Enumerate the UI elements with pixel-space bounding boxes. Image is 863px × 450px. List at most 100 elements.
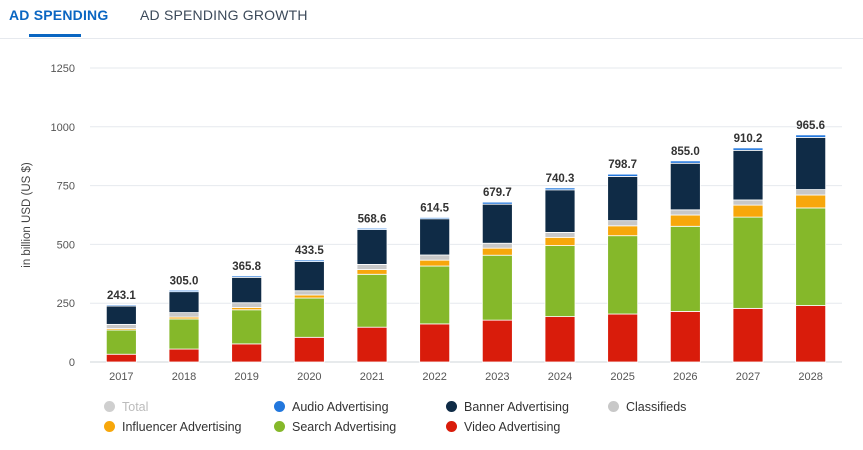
bar-segment-video-advertising (732, 307, 764, 363)
bar-segment-search-advertising (293, 297, 325, 338)
legend-item-classifieds[interactable]: Classifieds (608, 400, 686, 414)
x-tick-label: 2017 (109, 371, 133, 383)
bar-segment-classifieds (544, 232, 576, 238)
legend-dot (274, 401, 285, 412)
total-label: 614.5 (420, 202, 449, 214)
bar-segment-banner-advertising (669, 162, 701, 211)
bar-segment-banner-advertising (481, 203, 513, 244)
legend-item-banner-advertising[interactable]: Banner Advertising (446, 400, 569, 414)
legend-dot (104, 421, 115, 432)
bar-segment-video-advertising (231, 343, 263, 363)
bar-segment-search-advertising (168, 318, 200, 350)
legend-dot (274, 421, 285, 432)
bar-segment-classifieds (795, 189, 827, 196)
x-axis-ticks: 2017 2018 2019 2020 2021 2022 2023 2024 2025 2026… (109, 371, 823, 383)
bar-segment-search-advertising (481, 254, 513, 321)
bar-segment-banner-advertising (105, 305, 137, 325)
legend-label: Influencer Advertising (122, 420, 242, 434)
bar-segment-search-advertising (669, 225, 701, 312)
legend-label: Classifieds (626, 400, 687, 414)
bar-segment-video-advertising (105, 353, 137, 363)
bar-segment-video-advertising (607, 313, 639, 363)
y-tick-label: 500 (57, 239, 75, 251)
bar-segment-classifieds (168, 312, 200, 318)
x-tick-label: 2026 (673, 371, 697, 383)
bar-segment-audio-advertising (669, 160, 701, 164)
legend-item-influencer-advertising[interactable]: Influencer Advertising (104, 420, 242, 434)
bar-segment-influencer-advertising (607, 225, 639, 237)
legend-label: Total (122, 400, 149, 414)
bar-segment-video-advertising (293, 336, 325, 363)
bar-segment-video-advertising (544, 316, 576, 363)
total-label: 243.1 (107, 290, 136, 302)
bar-segment-audio-advertising (795, 134, 827, 138)
legend-item-audio-advertising[interactable]: Audio Advertising (274, 400, 389, 414)
bar-segment-audio-advertising (419, 217, 451, 220)
x-tick-label: 2022 (422, 371, 446, 383)
active-tab-indicator (29, 34, 81, 37)
bar-segment-influencer-advertising (732, 204, 764, 218)
legend-item-video-advertising[interactable]: Video Advertising (446, 420, 560, 434)
bar-segment-banner-advertising (231, 276, 263, 304)
bar-segment-video-advertising (795, 305, 827, 363)
stacked-bar-chart: 0 250 500 750 1000 1250 243.1 305.0 365.8 433.5 5… (51, 63, 842, 383)
bar-segment-influencer-advertising (356, 269, 388, 275)
y-tick-label: 1000 (51, 122, 75, 134)
bar-segment-banner-advertising (168, 291, 200, 314)
legend-dot (446, 401, 457, 412)
bar-segment-search-advertising (419, 265, 451, 325)
total-label: 433.5 (295, 245, 324, 257)
total-label: 365.8 (232, 261, 261, 273)
bar-segment-audio-advertising (481, 201, 513, 205)
bar-segment-classifieds (105, 323, 137, 330)
bar-segment-banner-advertising (419, 218, 451, 256)
bar-segment-search-advertising (105, 329, 137, 355)
bar-segment-audio-advertising (356, 227, 388, 230)
bar-segment-banner-advertising (293, 261, 325, 292)
x-tick-label: 2020 (297, 371, 321, 383)
y-tick-label: 750 (57, 181, 75, 193)
bar-segment-classifieds (669, 209, 701, 216)
bar-segment-classifieds (607, 220, 639, 227)
bar-segment-audio-advertising (732, 147, 764, 151)
legend-dot (608, 401, 619, 412)
bars (105, 134, 827, 363)
bar-segment-influencer-advertising (544, 236, 576, 246)
legend-item-total[interactable]: Total (104, 400, 148, 414)
x-tick-label: 2028 (798, 371, 822, 383)
y-axis-ticks: 0 250 500 750 1000 1250 (51, 63, 75, 369)
bar-segment-video-advertising (168, 348, 200, 363)
bar-segment-video-advertising (669, 311, 701, 363)
x-tick-label: 2023 (485, 371, 509, 383)
tab-ad-spending-growth[interactable]: AD SPENDING GROWTH (140, 7, 308, 23)
bar-segment-banner-advertising (356, 229, 388, 265)
bar-segment-banner-advertising (544, 189, 576, 233)
bar-segment-search-advertising (544, 245, 576, 318)
bar-segment-classifieds (231, 302, 263, 308)
bar-segment-video-advertising (356, 326, 388, 363)
y-tick-label: 0 (69, 357, 75, 369)
bar-segment-classifieds (419, 254, 451, 261)
tab-ad-spending[interactable]: AD SPENDING (9, 7, 109, 23)
bar-segment-search-advertising (795, 207, 827, 306)
bar-segment-classifieds (293, 290, 325, 296)
total-label: 965.6 (796, 120, 825, 132)
gridlines (90, 67, 842, 363)
bar-segment-banner-advertising (607, 176, 639, 222)
bar-segment-audio-advertising (168, 289, 200, 293)
bar-segment-influencer-advertising (419, 259, 451, 267)
bar-segment-influencer-advertising (795, 194, 827, 209)
bar-segment-video-advertising (419, 323, 451, 363)
total-label: 798.7 (608, 159, 637, 171)
total-label: 568.6 (358, 213, 387, 225)
bar-segment-video-advertising (481, 319, 513, 363)
bar-segment-audio-advertising (544, 187, 576, 191)
legend-item-search-advertising[interactable]: Search Advertising (274, 420, 396, 434)
total-label: 910.2 (734, 133, 763, 145)
bar-segment-search-advertising (231, 309, 263, 345)
total-label: 305.0 (170, 275, 199, 287)
bar-segment-banner-advertising (732, 149, 764, 201)
bar-segment-classifieds (356, 263, 388, 270)
tab-bar: AD SPENDING AD SPENDING GROWTH (0, 0, 863, 39)
bar-segment-audio-advertising (231, 275, 263, 278)
